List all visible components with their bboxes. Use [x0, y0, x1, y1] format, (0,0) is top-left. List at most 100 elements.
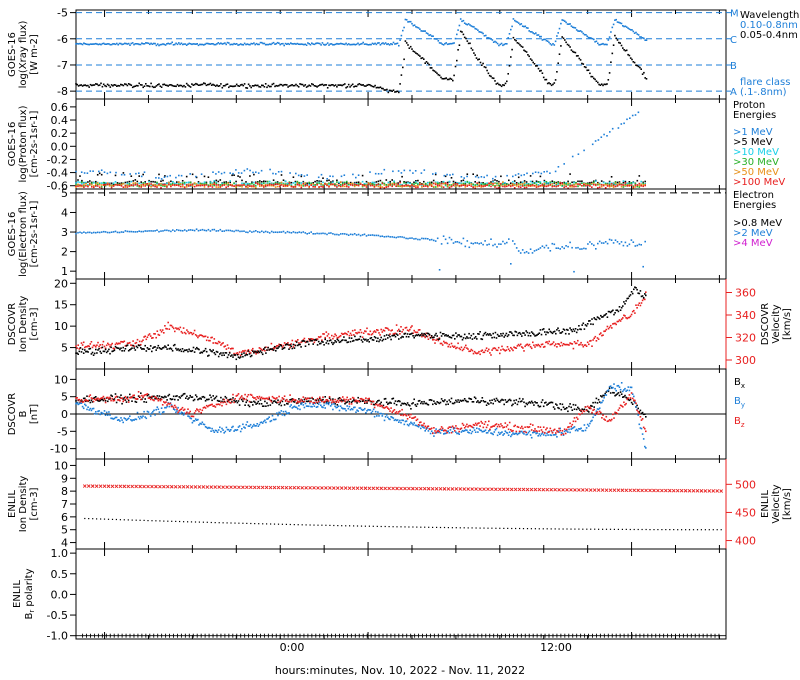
data-point [80, 351, 83, 353]
data-point [269, 168, 271, 171]
data-point [534, 335, 536, 337]
data-point [504, 430, 507, 432]
data-point [97, 43, 100, 46]
data-point [87, 183, 89, 186]
data-point [373, 234, 376, 237]
data-point [96, 43, 98, 45]
data-point [354, 329, 356, 331]
data-point [474, 336, 477, 338]
data-point [440, 398, 443, 400]
data-point [127, 42, 130, 45]
data-point [322, 181, 324, 184]
data-point [311, 405, 313, 408]
data-point [121, 419, 123, 421]
data-point [136, 338, 139, 341]
data-point [264, 183, 267, 186]
data-point [563, 184, 565, 186]
data-point [448, 432, 451, 434]
data-point [132, 396, 134, 399]
data-point [399, 185, 401, 187]
data-point [216, 351, 219, 353]
data-point [303, 175, 306, 177]
data-point [264, 230, 267, 233]
data-point [623, 25, 625, 28]
data-point [170, 184, 172, 187]
data-point [598, 83, 600, 86]
data-point [238, 351, 241, 353]
data-point [207, 336, 209, 339]
data-point [83, 84, 85, 87]
data-point [423, 332, 425, 335]
data-point [241, 428, 243, 430]
data-point [250, 426, 253, 429]
data-point [316, 405, 319, 408]
data-point [401, 175, 403, 178]
data-point [609, 311, 612, 314]
data-point [472, 401, 475, 403]
data-point [534, 171, 537, 173]
data-point [170, 230, 172, 233]
data-point [481, 349, 484, 351]
data-point [136, 180, 139, 183]
data-point [309, 43, 312, 46]
legend-entry: >2 MeV [733, 228, 773, 239]
data-point [130, 180, 133, 183]
data-point [595, 318, 598, 321]
data-point [230, 43, 233, 46]
data-point [249, 355, 252, 358]
data-point [262, 84, 264, 87]
data-point [641, 37, 644, 39]
data-point [156, 43, 159, 45]
data-point [314, 184, 316, 186]
data-point [642, 297, 645, 300]
flare-class-label: M [730, 9, 739, 20]
data-point [100, 82, 102, 85]
data-point [598, 182, 601, 185]
data-point [424, 336, 426, 339]
data-point [403, 26, 405, 29]
data-point [391, 329, 393, 331]
data-point [551, 185, 554, 188]
data-point [400, 34, 403, 37]
data-point [527, 334, 530, 337]
data-point [575, 185, 577, 188]
data-point [373, 336, 376, 338]
data-point [459, 335, 462, 338]
data-point [438, 338, 441, 340]
data-point [622, 317, 624, 319]
data-point [261, 422, 264, 424]
data-point [382, 413, 385, 415]
data-point [458, 401, 460, 403]
data-point [595, 248, 597, 250]
data-point [77, 85, 80, 87]
data-point [517, 184, 520, 186]
data-point [169, 174, 171, 177]
data-point [203, 396, 206, 399]
data-point [371, 333, 374, 335]
data-point [334, 233, 336, 236]
data-point [573, 26, 575, 29]
data-point [603, 314, 605, 317]
data-point [417, 426, 420, 428]
data-point [233, 430, 235, 432]
data-point [514, 174, 517, 176]
data-point [324, 336, 326, 339]
data-point [548, 340, 550, 343]
data-point [633, 61, 636, 64]
data-point [512, 183, 514, 185]
data-point [196, 83, 198, 86]
data-point [81, 179, 83, 182]
data-point [126, 396, 129, 398]
data-point [525, 182, 528, 185]
data-point [106, 172, 109, 175]
data-point [175, 176, 177, 179]
data-point [426, 427, 429, 429]
data-point [160, 396, 163, 398]
data-point [315, 42, 317, 45]
data-point [191, 333, 194, 336]
data-point [334, 403, 336, 405]
data-point [209, 427, 211, 429]
data-point [203, 349, 206, 352]
